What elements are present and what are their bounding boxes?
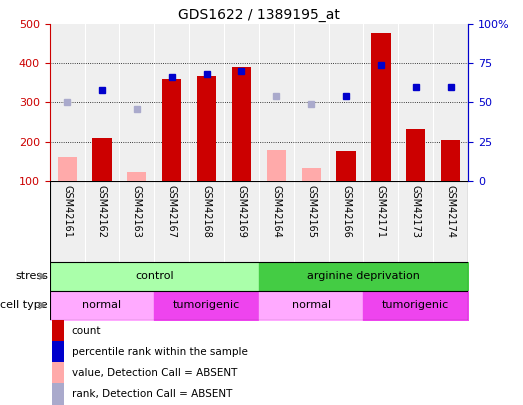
Text: GSM42173: GSM42173	[411, 185, 421, 238]
Text: control: control	[135, 271, 174, 281]
Bar	[197, 76, 216, 181]
Bar	[399, 24, 433, 181]
Bar	[154, 24, 189, 181]
Bar	[52, 362, 64, 385]
Bar	[119, 181, 154, 262]
Text: GSM42161: GSM42161	[62, 185, 72, 238]
Bar	[259, 181, 294, 262]
Bar	[224, 24, 259, 181]
Bar	[433, 24, 468, 181]
Text: GSM42166: GSM42166	[341, 185, 351, 238]
Bar	[85, 24, 119, 181]
Bar	[50, 181, 85, 262]
Text: stress: stress	[15, 271, 48, 281]
Bar	[294, 24, 328, 181]
Bar	[119, 24, 154, 181]
Bar	[328, 181, 363, 262]
Bar	[441, 140, 460, 181]
Text: GSM42174: GSM42174	[446, 185, 456, 238]
Text: GSM42163: GSM42163	[132, 185, 142, 238]
Bar	[406, 129, 425, 181]
Text: GSM42167: GSM42167	[167, 185, 177, 238]
Bar	[52, 383, 64, 405]
Bar	[127, 172, 146, 181]
Text: percentile rank within the sample: percentile rank within the sample	[72, 347, 247, 357]
Text: value, Detection Call = ABSENT: value, Detection Call = ABSENT	[72, 369, 237, 378]
Bar	[85, 181, 119, 262]
Text: GSM42169: GSM42169	[236, 185, 246, 238]
Bar	[189, 181, 224, 262]
Bar	[224, 181, 259, 262]
Bar	[302, 168, 321, 181]
Text: tumorigenic: tumorigenic	[173, 301, 240, 310]
Text: GSM42171: GSM42171	[376, 185, 386, 238]
Text: GSM42165: GSM42165	[306, 185, 316, 238]
Bar	[93, 138, 111, 181]
Bar	[294, 181, 328, 262]
Text: tumorigenic: tumorigenic	[382, 301, 449, 310]
Bar	[363, 24, 399, 181]
Bar	[58, 157, 77, 181]
Bar	[52, 320, 64, 343]
Text: count: count	[72, 326, 101, 336]
Title: GDS1622 / 1389195_at: GDS1622 / 1389195_at	[178, 8, 340, 22]
Text: GSM42162: GSM42162	[97, 185, 107, 238]
Bar	[189, 24, 224, 181]
Bar	[433, 181, 468, 262]
Bar	[154, 181, 189, 262]
Bar	[162, 79, 181, 181]
Bar	[259, 24, 294, 181]
Text: normal: normal	[83, 301, 121, 310]
Text: cell type: cell type	[1, 301, 48, 310]
Text: GSM42164: GSM42164	[271, 185, 281, 238]
Text: normal: normal	[292, 301, 331, 310]
Text: arginine deprivation: arginine deprivation	[307, 271, 420, 281]
Bar	[267, 150, 286, 181]
Bar	[50, 24, 85, 181]
Text: rank, Detection Call = ABSENT: rank, Detection Call = ABSENT	[72, 390, 232, 399]
Text: GSM42168: GSM42168	[201, 185, 212, 238]
Bar	[336, 151, 356, 181]
Bar	[232, 67, 251, 181]
Bar	[371, 33, 391, 181]
Bar	[363, 181, 399, 262]
Bar	[52, 341, 64, 364]
Bar	[399, 181, 433, 262]
Bar	[328, 24, 363, 181]
